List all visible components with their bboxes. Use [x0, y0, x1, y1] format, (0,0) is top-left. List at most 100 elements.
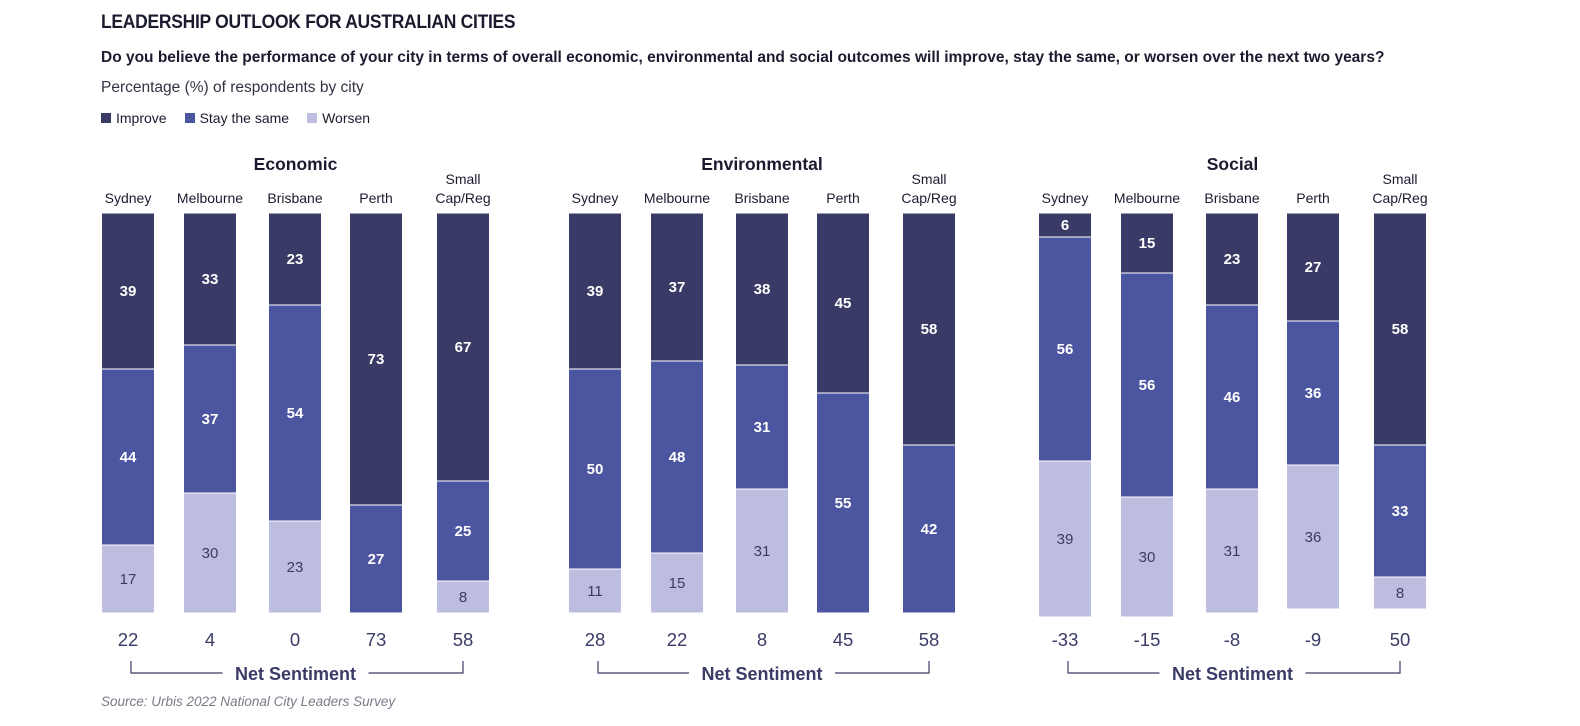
- bar-label-economic-perth-stay-the-same: 27: [368, 551, 385, 568]
- bar-environmental-perth-stay-the-same: [816, 392, 870, 614]
- bar-label-economic-perth-improve: 73: [368, 351, 385, 368]
- bar-economic-sydney-improve: [101, 212, 155, 370]
- bar-environmental-melbourne-stay-the-same: [650, 360, 704, 554]
- bar-economic-brisbane-stay-the-same: [268, 304, 322, 522]
- net-sentiment-value-environmental-sydney: 28: [585, 629, 606, 650]
- bar-label-environmental-melbourne-improve: 37: [669, 279, 686, 296]
- chart-subtitle: Percentage (%) of respondents by city: [101, 79, 364, 96]
- bar-social-small-cap-reg-worsen: [1373, 576, 1427, 610]
- net-sentiment-value-social-small-cap-reg: 50: [1390, 629, 1411, 650]
- bar-label-economic-brisbane-stay-the-same: 54: [287, 405, 304, 422]
- source-note: Source: Urbis 2022 National City Leaders…: [101, 694, 396, 709]
- bar-social-sydney-improve: [1038, 212, 1092, 238]
- legend-swatch-improve: [101, 113, 111, 123]
- bar-label-social-small-cap-reg-stay-the-same: 33: [1392, 503, 1409, 520]
- bar-social-perth-worsen: [1286, 464, 1340, 610]
- bar-label-environmental-perth-stay-the-same: 55: [835, 495, 852, 512]
- bar-label-environmental-melbourne-stay-the-same: 48: [669, 449, 686, 466]
- bar-environmental-brisbane-stay-the-same: [735, 364, 789, 490]
- bar-social-brisbane-stay-the-same: [1205, 304, 1259, 490]
- bar-label-environmental-small-cap-reg-stay-the-same: 42: [921, 521, 938, 538]
- net-sentiment-value-environmental-perth: 45: [833, 629, 854, 650]
- net-sentiment-value-environmental-melbourne: 22: [667, 629, 688, 650]
- legend-label-improve: Improve: [116, 110, 167, 126]
- bar-label-social-small-cap-reg-worsen: 8: [1396, 585, 1404, 602]
- category-label-environmental-small-cap-reg-line1: Small: [911, 171, 946, 187]
- chart-environmental: Environmental Sydney 39 50 11 28 Melbourne 37 48…: [568, 154, 957, 684]
- category-label-economic-brisbane: Brisbane: [267, 190, 322, 206]
- net-sentiment-value-economic-perth: 73: [366, 629, 387, 650]
- legend-swatch-stay-the-same: [184, 113, 195, 123]
- bar-economic-small-cap-reg-stay-the-same: [436, 480, 490, 582]
- net-sentiment-bracket-economic: [130, 661, 464, 674]
- bar-economic-small-cap-reg-worsen: [436, 580, 490, 614]
- bar-social-melbourne-improve: [1120, 212, 1174, 274]
- bar-label-environmental-perth-improve: 45: [835, 295, 852, 312]
- chart-title-environmental: Environmental: [701, 154, 823, 174]
- bar-social-perth-improve: [1286, 212, 1340, 322]
- bar-label-economic-sydney-stay-the-same: 44: [120, 449, 137, 466]
- bar-label-social-melbourne-worsen: 30: [1139, 549, 1156, 566]
- bar-label-social-perth-improve: 27: [1305, 259, 1322, 276]
- bar-economic-melbourne-improve: [183, 212, 237, 346]
- category-label-economic-small-cap-reg-line1: Small: [445, 171, 480, 187]
- category-label-environmental-sydney: Sydney: [572, 190, 619, 206]
- category-label-economic-sydney: Sydney: [105, 190, 152, 206]
- chart-economic: Economic Sydney 39 44 17 22 Melbourne 33 37 30 4 Br…: [101, 154, 491, 684]
- bar-social-brisbane-worsen: [1205, 488, 1259, 614]
- bar-label-social-brisbane-stay-the-same: 46: [1224, 389, 1241, 406]
- category-label-environmental-small-cap-reg-line2: Cap/Reg: [901, 190, 956, 206]
- survey-question: Do you believe the performance of your c…: [101, 49, 1385, 66]
- bar-label-environmental-brisbane-improve: 38: [754, 281, 771, 298]
- net-sentiment-value-environmental-brisbane: 8: [757, 629, 767, 650]
- bar-label-social-perth-stay-the-same: 36: [1305, 385, 1322, 402]
- bar-label-environmental-sydney-improve: 39: [587, 283, 604, 300]
- bar-environmental-melbourne-worsen: [650, 552, 704, 614]
- bar-economic-sydney-stay-the-same: [101, 368, 155, 546]
- bar-label-economic-sydney-worsen: 17: [120, 571, 137, 588]
- legend-item-worsen: Worsen: [307, 110, 370, 126]
- bar-environmental-sydney-stay-the-same: [568, 368, 622, 570]
- bar-label-economic-small-cap-reg-worsen: 8: [459, 589, 467, 606]
- bar-label-social-perth-worsen: 36: [1305, 529, 1322, 546]
- net-sentiment-value-social-sydney: -33: [1052, 629, 1079, 650]
- bar-label-economic-brisbane-worsen: 23: [287, 559, 304, 576]
- bar-label-economic-melbourne-stay-the-same: 37: [202, 411, 219, 428]
- bar-label-economic-small-cap-reg-improve: 67: [455, 339, 472, 356]
- bar-economic-brisbane-worsen: [268, 520, 322, 614]
- bar-label-economic-sydney-improve: 39: [120, 283, 137, 300]
- bar-economic-melbourne-worsen: [183, 492, 237, 614]
- legend: Improve Stay the same Worsen: [101, 110, 370, 126]
- bar-social-small-cap-reg-stay-the-same: [1373, 444, 1427, 578]
- net-sentiment-bracket-social: [1067, 661, 1401, 674]
- bar-label-environmental-sydney-stay-the-same: 50: [587, 461, 604, 478]
- chart-social: Social Sydney 6 56 39 -33 Melbourne 15 56 30 -15 Br…: [1038, 154, 1428, 684]
- bar-label-environmental-brisbane-stay-the-same: 31: [754, 419, 771, 436]
- bar-social-melbourne-worsen: [1120, 496, 1174, 618]
- bar-label-social-sydney-stay-the-same: 56: [1057, 341, 1074, 358]
- bar-label-environmental-sydney-worsen: 11: [587, 583, 603, 600]
- bar-label-social-small-cap-reg-improve: 58: [1392, 321, 1409, 338]
- bar-economic-small-cap-reg-improve: [436, 212, 490, 482]
- bar-social-sydney-worsen: [1038, 460, 1092, 618]
- net-sentiment-value-social-perth: -9: [1305, 629, 1321, 650]
- bar-label-social-sydney-worsen: 39: [1057, 531, 1074, 548]
- bar-label-economic-brisbane-improve: 23: [287, 251, 304, 268]
- bar-economic-brisbane-improve: [268, 212, 322, 306]
- bar-social-brisbane-improve: [1205, 212, 1259, 306]
- bar-label-environmental-melbourne-worsen: 15: [669, 575, 686, 592]
- bar-label-economic-melbourne-worsen: 30: [202, 545, 219, 562]
- net-sentiment-value-social-melbourne: -15: [1134, 629, 1161, 650]
- net-sentiment-value-economic-brisbane: 0: [290, 629, 300, 650]
- bar-label-social-brisbane-worsen: 31: [1224, 543, 1241, 560]
- net-sentiment-bracket-environmental: [597, 661, 930, 674]
- category-label-social-small-cap-reg-line2: Cap/Reg: [1372, 190, 1427, 206]
- legend-label-stay-the-same: Stay the same: [199, 110, 290, 126]
- category-label-social-brisbane: Brisbane: [1204, 190, 1259, 206]
- chart-title-economic: Economic: [254, 154, 338, 174]
- legend-swatch-worsen: [307, 113, 318, 123]
- bar-environmental-brisbane-worsen: [735, 488, 789, 614]
- bar-label-social-sydney-improve: 6: [1061, 217, 1069, 234]
- category-label-economic-small-cap-reg-line2: Cap/Reg: [435, 190, 490, 206]
